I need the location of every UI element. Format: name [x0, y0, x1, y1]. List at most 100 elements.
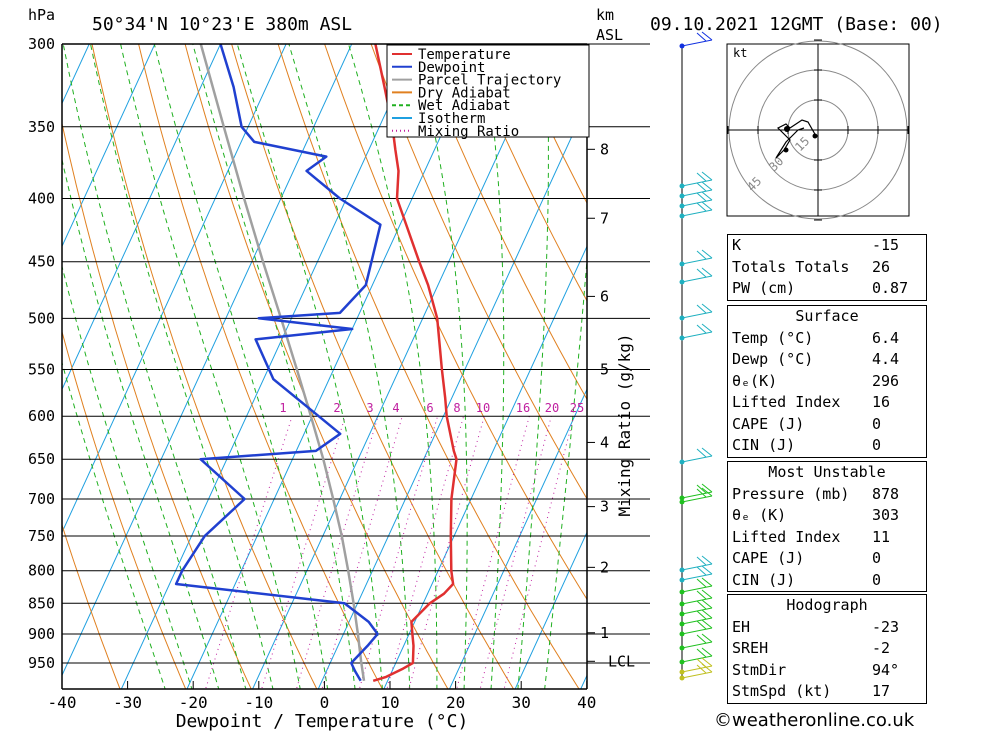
dry-adiabat-line — [324, 44, 587, 601]
wind-barb-feather — [701, 589, 713, 599]
wet-adiabat-line — [62, 44, 247, 689]
row-label: StmDir — [732, 660, 787, 679]
wind-barb-staff — [681, 209, 713, 217]
wind-barb-feather — [701, 577, 713, 587]
hodograph-point — [783, 147, 789, 153]
km-tick-label: 8 — [600, 140, 609, 158]
wind-barb-feather — [696, 250, 707, 260]
wind-barb-feather — [696, 664, 707, 674]
wet-adiabat-line — [347, 44, 438, 689]
wind-barb-feather — [701, 191, 713, 201]
km-tick-label: 4 — [600, 433, 609, 451]
surface-table: Surface Temp (°C) 6.4 Dewp (°C) 4.4 θₑ(K) 2… — [727, 305, 927, 458]
x-tick-label: 30 — [512, 693, 531, 712]
pressure-tick-label: 800 — [28, 562, 55, 580]
row-value: 0 — [872, 414, 882, 433]
wind-barb-feather — [701, 323, 713, 333]
row-label: θₑ(K) — [732, 371, 778, 390]
index-label: Totals Totals — [732, 257, 850, 276]
row-value: 0 — [872, 570, 882, 589]
wet-adiabat-line — [153, 44, 329, 689]
row-value: 4.4 — [872, 350, 900, 368]
asl-unit-label: ASL — [596, 26, 623, 44]
dry-adiabat-line — [62, 330, 187, 689]
km-tick-label: LCL — [608, 652, 635, 670]
legend-label: Wet Adiabat — [418, 98, 511, 114]
wet-adiabat-line — [517, 44, 549, 689]
axes: -40 -30 -20 -10 0 10 20 30 40 8 7 6 5 4 3 2 1 LCL 1 2 3 4 6 8 10… — [48, 43, 635, 712]
row-label: CAPE (J) — [732, 549, 805, 567]
mixing-ratio-line — [503, 416, 575, 689]
wind-barb-feather — [696, 556, 707, 566]
legend-label: Temperature — [418, 47, 511, 63]
row-label: CAPE (J) — [732, 414, 805, 433]
pressure-tick-label: 650 — [28, 450, 55, 468]
wind-barb-feather — [701, 633, 713, 643]
row-value: 878 — [872, 484, 900, 503]
wind-barb-feather — [696, 648, 707, 658]
wind-barb-staff — [681, 275, 713, 283]
row-value: 17 — [872, 682, 891, 700]
wind-barb-feather — [696, 304, 707, 314]
row-label: Pressure (mb) — [732, 484, 850, 503]
surface-title: Surface — [795, 307, 859, 325]
km-tick-label: 7 — [600, 209, 609, 227]
wind-barb-staff — [681, 585, 713, 593]
wind-barb-staff — [681, 627, 713, 635]
wind-barb-feather — [696, 578, 707, 588]
mu-row: θₑ (K) 303 — [728, 505, 926, 527]
row-value: 94° — [872, 660, 900, 679]
pressure-tick-label: 400 — [28, 189, 55, 207]
x-tick-label: -20 — [179, 693, 208, 712]
wind-barb-feather — [696, 488, 707, 498]
row-label: Lifted Index — [732, 393, 841, 411]
legend-label: Mixing Ratio — [418, 124, 519, 140]
wet-adiabat-line — [62, 360, 166, 689]
wind-barb-staff — [681, 455, 713, 463]
mu-row: Lifted Index 11 — [728, 527, 926, 549]
index-value: -15 — [872, 236, 900, 254]
wind-barb-staff — [681, 573, 713, 581]
dry-adiabat-line — [62, 523, 121, 689]
km-tick-label: 5 — [600, 361, 609, 379]
dewpoint-line — [174, 44, 382, 682]
wind-barb-staff — [681, 39, 713, 47]
x-tick-label: 10 — [380, 693, 399, 712]
mu-row: CIN (J) 0 — [728, 570, 926, 592]
datetime-title: 09.10.2021 12GMT (Base: 00) — [650, 14, 943, 35]
index-label: PW (cm) — [732, 279, 796, 297]
wind-barb-feather — [696, 600, 707, 610]
wet-adiabat-line — [120, 44, 301, 689]
mixing-ratio-line — [295, 416, 379, 689]
wind-barb-staff — [681, 641, 713, 649]
wind-barb-feather — [696, 590, 707, 600]
wind-barb-staff — [681, 257, 713, 265]
row-value: 11 — [872, 527, 891, 546]
wind-barb-staff — [681, 491, 713, 499]
row-label: Lifted Index — [732, 527, 841, 546]
wet-adiabat-line — [482, 44, 505, 689]
isotherm-line — [62, 44, 287, 534]
mixing-ratio-label: 20 — [545, 401, 559, 415]
mu-row: Pressure (mb) 878 — [728, 484, 926, 506]
wind-barb-feather — [696, 202, 707, 212]
hodograph-trace — [775, 119, 817, 159]
isotherm-line — [62, 44, 156, 248]
pressure-tick-label: 700 — [28, 490, 55, 508]
index-label: K — [732, 236, 742, 254]
pressure-unit-label: hPa — [28, 6, 55, 24]
km-tick-label: 2 — [600, 558, 609, 576]
wind-barb-feather — [701, 483, 713, 493]
wet-adiabat-line — [288, 44, 411, 689]
parcel-trajectory-line — [199, 44, 366, 681]
wind-barb-staff — [681, 331, 713, 339]
km-tick-label: 6 — [600, 287, 609, 305]
dry-adiabat-line — [370, 44, 587, 500]
wind-barb-feather — [701, 249, 713, 259]
index-value: 0.87 — [872, 279, 909, 297]
wind-barb-feather — [701, 609, 713, 619]
row-label: CIN (J) — [732, 436, 796, 454]
wind-barb-feather — [701, 619, 713, 629]
pressure-tick-label: 450 — [28, 253, 55, 271]
footer-credit[interactable]: ©weatheronline.co.uk — [714, 710, 915, 731]
